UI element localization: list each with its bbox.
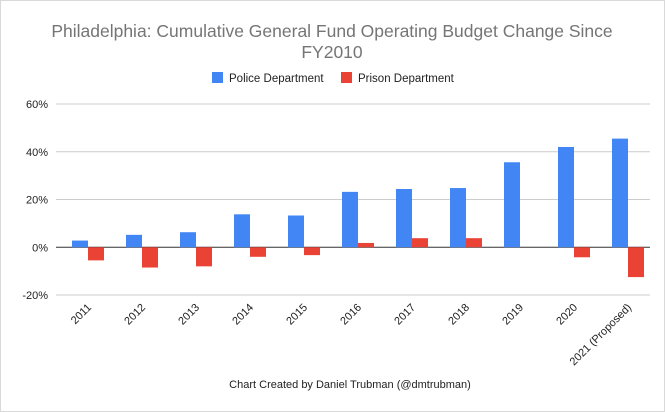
x-tick-label: 2012 <box>122 302 148 328</box>
x-tick-label: 2016 <box>338 302 364 328</box>
chart-title-line-2: FY2010 <box>301 42 363 62</box>
chart-title-line-1: Philadelphia: Cumulative General Fund Op… <box>51 21 612 41</box>
bar-police <box>342 191 358 248</box>
x-tick-label: 2014 <box>230 302 256 328</box>
legend-swatch-police <box>212 72 223 83</box>
x-tick-label: 2017 <box>392 302 418 328</box>
x-tick-label: 2019 <box>500 302 526 328</box>
x-tick-label: 2011 <box>69 302 94 327</box>
bar-prison <box>88 247 104 261</box>
y-tick-label: 40% <box>26 147 48 159</box>
legend-swatch-prison <box>341 72 352 83</box>
y-axis-ticks: 60% 40% 20% 0% -20% <box>22 99 48 302</box>
bar-police <box>72 240 88 248</box>
bar-police <box>612 138 628 248</box>
bars <box>72 138 644 278</box>
legend: Police Department Prison Department <box>212 72 455 85</box>
bar-police <box>396 188 412 248</box>
legend-label-police: Police Department <box>229 73 324 85</box>
bar-prison <box>412 238 428 248</box>
bar-prison <box>196 247 212 267</box>
bar-police <box>288 215 304 248</box>
chart-caption: Chart Created by Daniel Trubman (@dmtrub… <box>229 379 471 391</box>
x-tick-label: 2013 <box>176 302 202 328</box>
bar-prison <box>574 247 590 258</box>
bar-prison <box>304 247 320 256</box>
y-tick-label: -20% <box>22 290 48 302</box>
bar-prison <box>358 242 374 248</box>
y-tick-label: 20% <box>26 195 48 207</box>
bar-police <box>504 162 520 248</box>
bar-police <box>558 146 574 248</box>
y-tick-label: 60% <box>26 99 48 111</box>
bar-police <box>180 232 196 248</box>
bar-prison <box>466 238 482 248</box>
legend-label-prison: Prison Department <box>358 73 455 85</box>
x-tick-label: 2018 <box>446 302 472 328</box>
gridlines <box>56 103 650 296</box>
x-axis-ticks: 2011 2012 2013 2014 2015 2016 2017 2018 2019 2020… <box>69 302 634 368</box>
bar-police <box>234 214 250 248</box>
bar-prison <box>142 247 158 268</box>
bar-police <box>450 188 466 248</box>
x-tick-label: 2020 <box>554 302 580 328</box>
y-tick-label: 0% <box>32 242 48 254</box>
bar-prison <box>628 247 644 278</box>
bar-police <box>126 234 142 248</box>
bar-prison <box>250 247 266 257</box>
x-tick-label: 2015 <box>284 302 310 328</box>
